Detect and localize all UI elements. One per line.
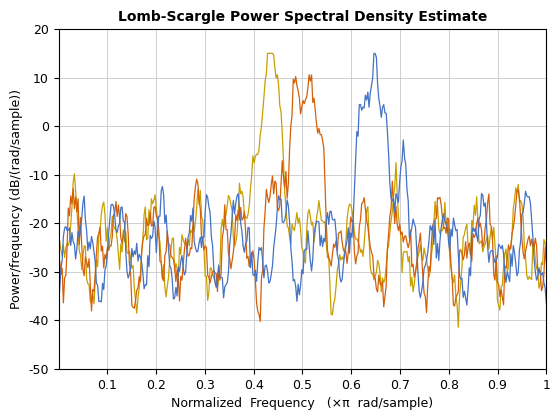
Title: Lomb-Scargle Power Spectral Density Estimate: Lomb-Scargle Power Spectral Density Esti… <box>118 10 487 24</box>
X-axis label: Normalized  Frequency   (×π  rad/sample): Normalized Frequency (×π rad/sample) <box>171 397 433 410</box>
Y-axis label: Power/frequency (dB/(rad/sample)): Power/frequency (dB/(rad/sample)) <box>10 89 23 309</box>
